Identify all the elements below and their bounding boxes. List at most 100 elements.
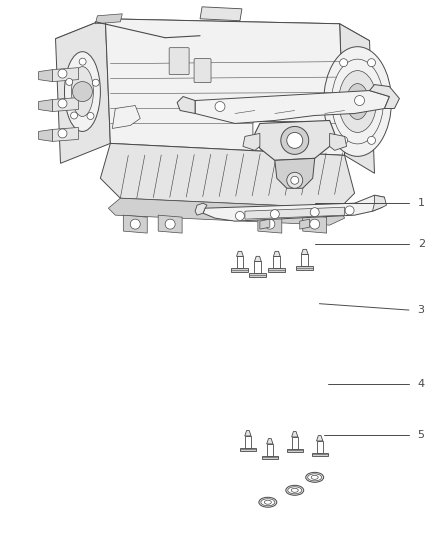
Polygon shape	[262, 456, 278, 459]
Circle shape	[130, 219, 140, 229]
Circle shape	[291, 176, 299, 184]
Polygon shape	[106, 19, 345, 155]
Circle shape	[92, 79, 99, 86]
Polygon shape	[372, 195, 386, 211]
FancyBboxPatch shape	[169, 47, 189, 75]
Polygon shape	[317, 435, 323, 441]
Text: 5: 5	[418, 431, 425, 440]
Polygon shape	[158, 215, 182, 233]
Polygon shape	[200, 7, 242, 21]
Circle shape	[66, 78, 73, 85]
Circle shape	[326, 98, 334, 106]
Polygon shape	[245, 207, 345, 219]
Polygon shape	[296, 266, 313, 270]
Polygon shape	[243, 133, 260, 150]
Circle shape	[367, 136, 375, 144]
Circle shape	[215, 101, 225, 111]
Circle shape	[367, 59, 375, 67]
Ellipse shape	[346, 84, 368, 119]
Polygon shape	[311, 453, 328, 456]
Polygon shape	[267, 439, 273, 444]
Text: 3: 3	[418, 305, 425, 315]
Polygon shape	[39, 130, 53, 141]
Polygon shape	[237, 256, 244, 268]
Polygon shape	[203, 195, 385, 221]
Polygon shape	[56, 19, 110, 163]
Circle shape	[72, 82, 92, 101]
Polygon shape	[124, 215, 147, 233]
Polygon shape	[245, 436, 251, 448]
Circle shape	[355, 95, 364, 106]
Ellipse shape	[288, 487, 302, 494]
Ellipse shape	[332, 59, 384, 144]
Text: 2: 2	[418, 239, 425, 249]
Ellipse shape	[64, 52, 100, 132]
Polygon shape	[56, 19, 370, 59]
Polygon shape	[39, 70, 53, 82]
Polygon shape	[53, 127, 78, 141]
Circle shape	[345, 206, 354, 215]
Polygon shape	[317, 441, 323, 453]
Ellipse shape	[261, 499, 275, 506]
Ellipse shape	[339, 71, 377, 132]
Text: 1: 1	[418, 198, 425, 208]
Polygon shape	[292, 437, 298, 449]
Circle shape	[236, 212, 244, 221]
Polygon shape	[231, 268, 248, 272]
Circle shape	[87, 112, 94, 119]
Circle shape	[79, 58, 86, 65]
Polygon shape	[108, 198, 345, 225]
FancyBboxPatch shape	[253, 122, 312, 148]
Polygon shape	[195, 203, 207, 215]
Polygon shape	[245, 431, 251, 436]
Circle shape	[310, 219, 320, 229]
Polygon shape	[112, 106, 140, 128]
FancyBboxPatch shape	[194, 59, 211, 83]
Polygon shape	[237, 252, 244, 256]
Polygon shape	[301, 249, 308, 254]
Polygon shape	[303, 215, 327, 233]
Circle shape	[71, 112, 78, 119]
Polygon shape	[267, 444, 273, 456]
Polygon shape	[39, 100, 53, 111]
Polygon shape	[254, 256, 261, 261]
Ellipse shape	[291, 488, 298, 492]
Polygon shape	[53, 98, 78, 111]
Polygon shape	[100, 143, 355, 208]
Circle shape	[165, 219, 175, 229]
Ellipse shape	[71, 67, 93, 117]
Polygon shape	[255, 120, 335, 160]
Polygon shape	[300, 219, 310, 229]
Ellipse shape	[306, 472, 324, 482]
Polygon shape	[53, 68, 78, 82]
Polygon shape	[177, 96, 195, 114]
Circle shape	[58, 99, 67, 108]
Ellipse shape	[311, 475, 318, 479]
Polygon shape	[339, 24, 374, 173]
Polygon shape	[301, 254, 308, 266]
Polygon shape	[275, 158, 314, 188]
Polygon shape	[268, 268, 285, 272]
Circle shape	[270, 209, 279, 219]
Polygon shape	[258, 215, 282, 233]
Circle shape	[287, 172, 303, 188]
Polygon shape	[330, 133, 346, 150]
Circle shape	[58, 129, 67, 138]
Circle shape	[287, 132, 303, 148]
Polygon shape	[240, 448, 256, 451]
Circle shape	[310, 208, 319, 216]
Polygon shape	[273, 252, 280, 256]
Polygon shape	[249, 273, 266, 277]
Polygon shape	[254, 261, 261, 273]
Circle shape	[339, 59, 348, 67]
Circle shape	[281, 126, 309, 155]
Circle shape	[381, 98, 389, 106]
Polygon shape	[287, 449, 303, 452]
Polygon shape	[95, 14, 122, 24]
Ellipse shape	[259, 497, 277, 507]
Polygon shape	[370, 85, 399, 109]
Ellipse shape	[265, 500, 271, 504]
Circle shape	[265, 219, 275, 229]
Text: 4: 4	[418, 379, 425, 390]
Ellipse shape	[324, 47, 392, 156]
